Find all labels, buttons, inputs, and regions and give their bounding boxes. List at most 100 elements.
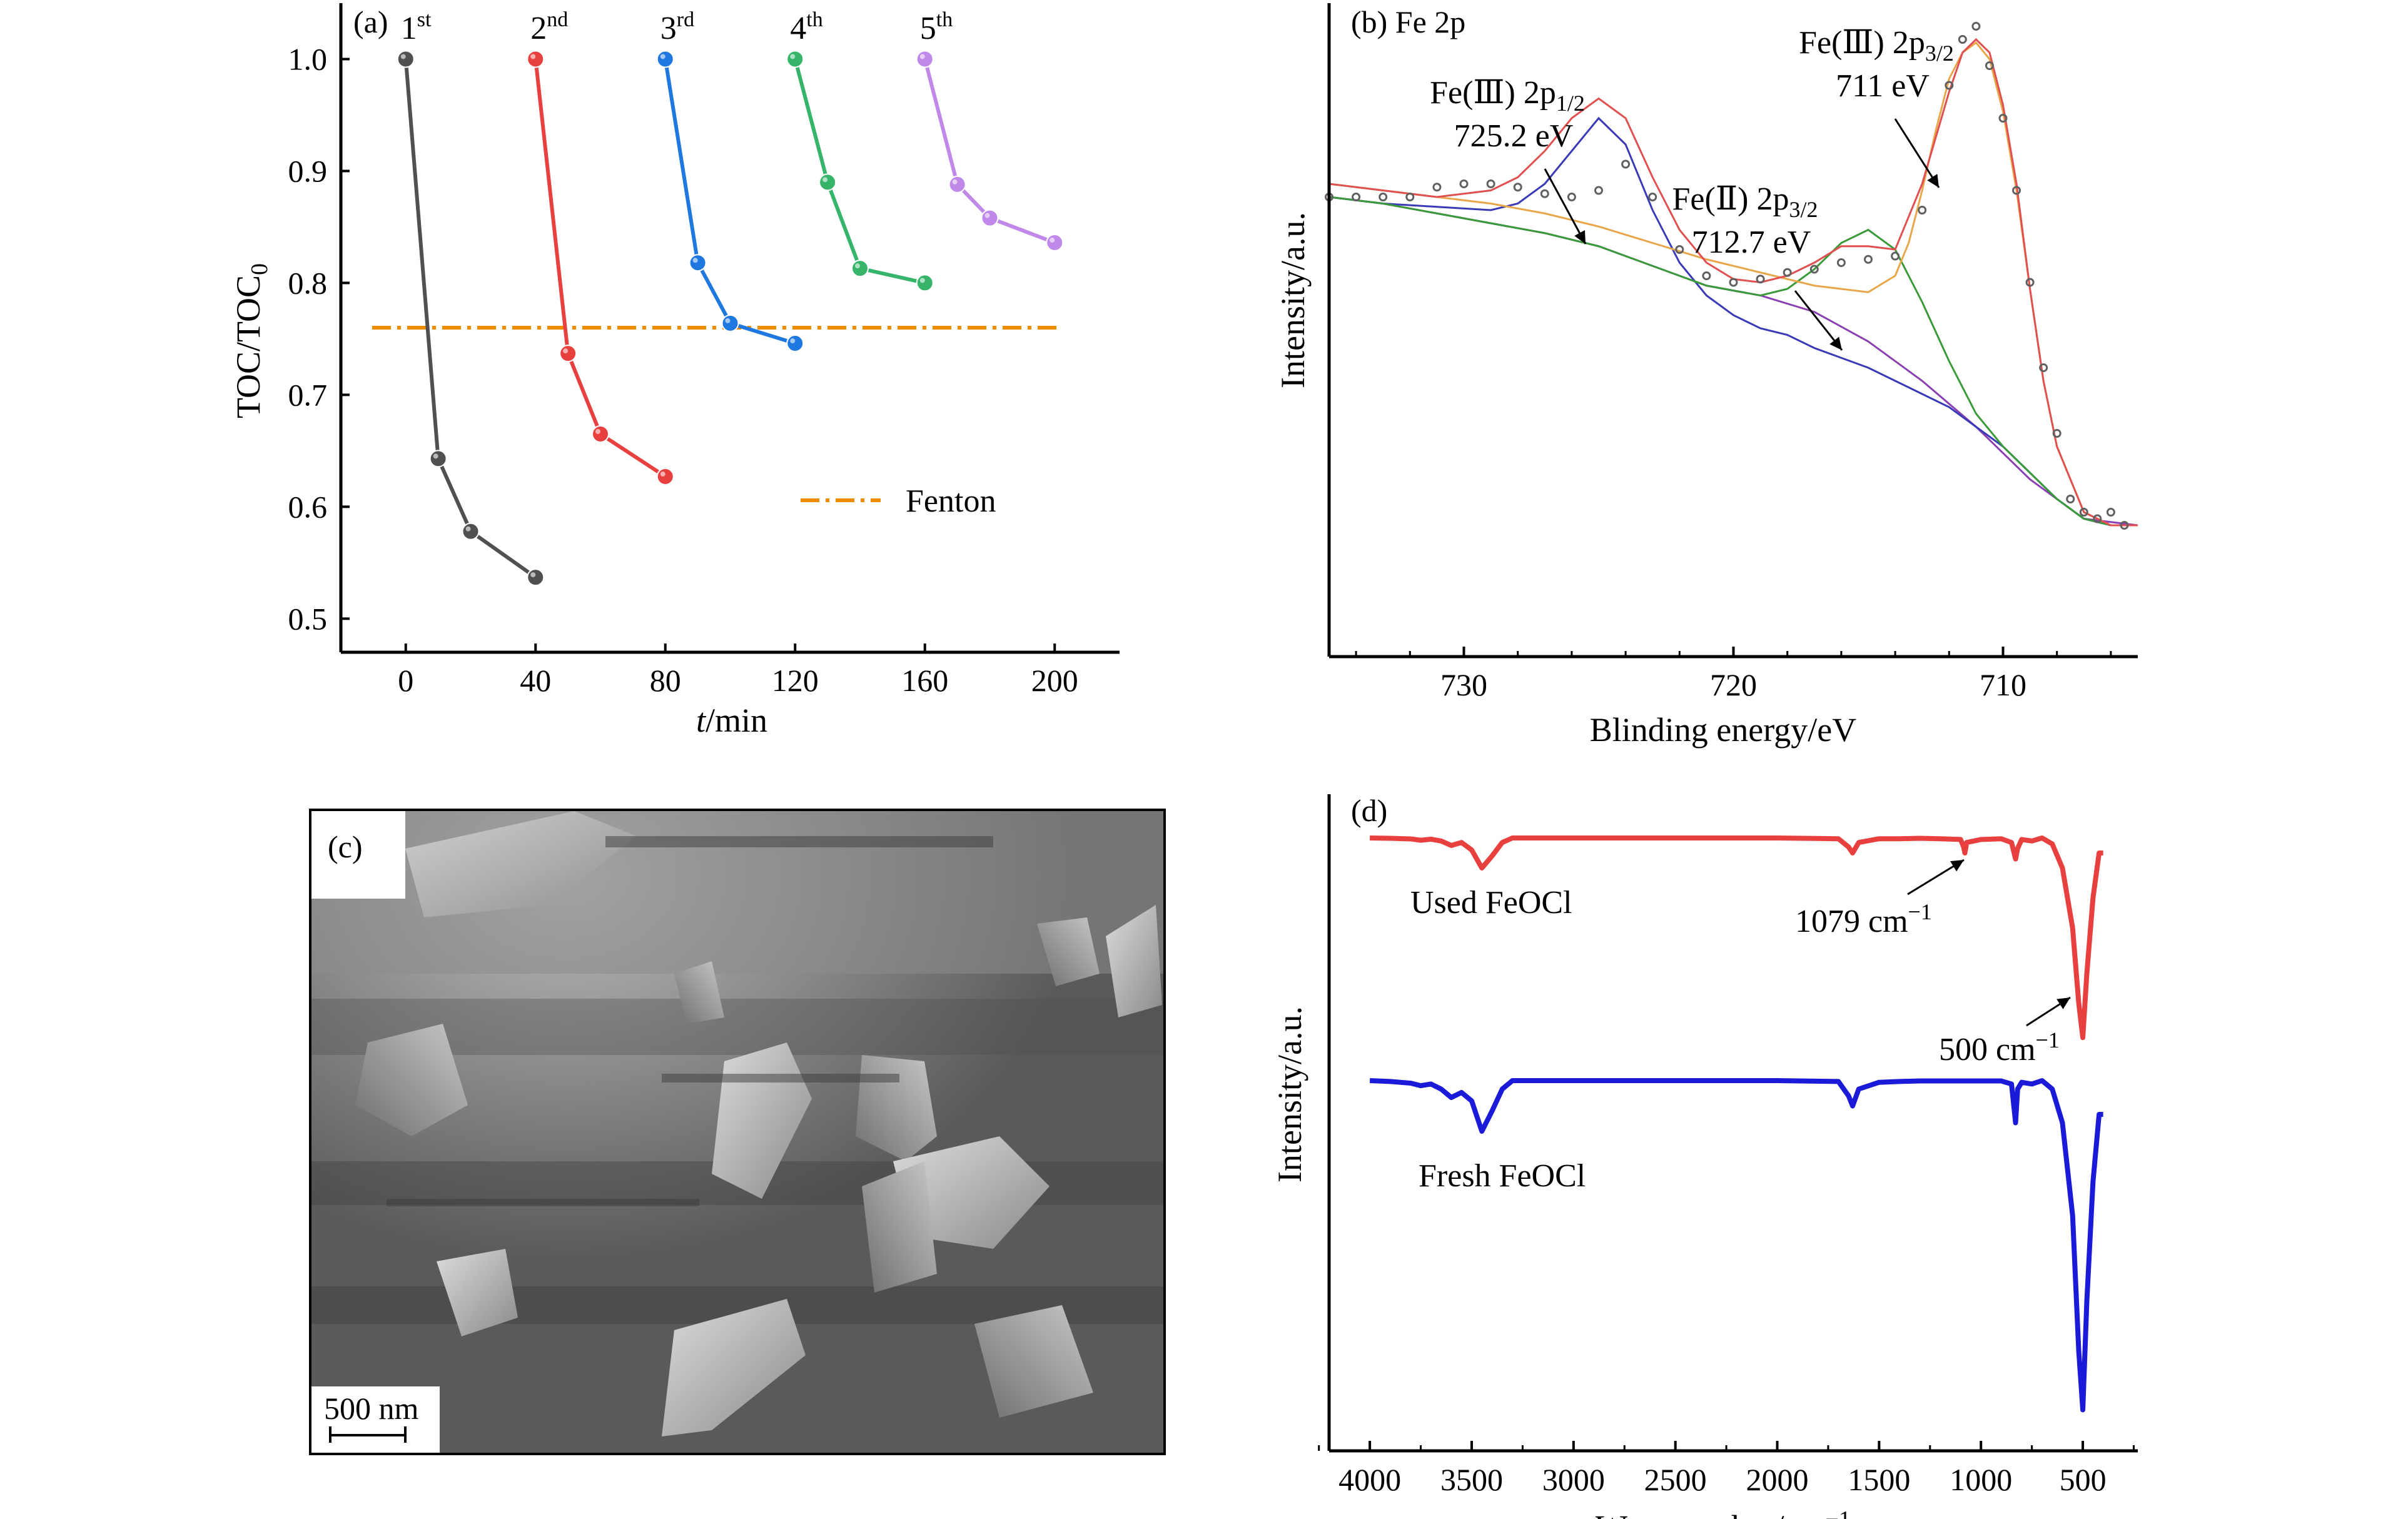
d-annotation-arrowhead bbox=[1950, 860, 1964, 872]
a-series-line-4th bbox=[793, 58, 926, 285]
b-curve-fit-envelope bbox=[1328, 38, 2138, 527]
b-annotation-energy: 712.7 eV bbox=[1692, 225, 1811, 260]
b-measured-point bbox=[1918, 206, 1927, 214]
a-point-3rd bbox=[721, 314, 739, 332]
a-xtick-label: 80 bbox=[650, 663, 681, 698]
d-xtick-label: 500 bbox=[2060, 1462, 2107, 1497]
a-point-3rd bbox=[786, 335, 804, 353]
panel-a-xlabel: t/min bbox=[696, 702, 767, 739]
panel-d-ftir-plot: 4000 3500 3000 2500 2000 1500 1000 500 (d) Used… bbox=[1271, 793, 2138, 1519]
a-point-highlight bbox=[660, 472, 665, 477]
d-xtick-label: 2000 bbox=[1746, 1462, 1809, 1497]
a-point-highlight bbox=[790, 54, 796, 59]
a-point-5th bbox=[916, 50, 934, 68]
a-point-highlight bbox=[400, 54, 406, 59]
a-point-highlight bbox=[1050, 237, 1055, 243]
a-point-highlight bbox=[595, 429, 600, 435]
panel-c-label: (c) bbox=[328, 829, 363, 864]
panel-d-ylabel: Intensity/a.u. bbox=[1271, 1006, 1308, 1183]
a-point-5th bbox=[981, 209, 999, 227]
b-measured-point bbox=[2025, 278, 2035, 287]
b-measured-point bbox=[1985, 61, 1994, 70]
b-annotation-arrowhead bbox=[1574, 230, 1586, 244]
a-point-5th bbox=[948, 175, 966, 193]
b-annotation-name: Fe(Ⅲ) 2p3/2 bbox=[1799, 25, 1954, 66]
b-measured-point bbox=[1567, 193, 1576, 201]
a-ytick-label: 0.5 bbox=[288, 601, 328, 636]
sem-texture bbox=[311, 811, 1163, 1453]
b-measured-point bbox=[1675, 245, 1684, 254]
d-series-label-fresh: Fresh FeOCl bbox=[1419, 1158, 1586, 1194]
a-point-2nd bbox=[527, 50, 545, 68]
a-point-1st bbox=[527, 568, 545, 587]
b-xtick-label: 720 bbox=[1710, 667, 1757, 702]
a-point-2nd bbox=[592, 425, 609, 443]
b-measured-point bbox=[1958, 35, 1967, 44]
b-measured-point bbox=[2079, 508, 2088, 517]
a-point-highlight bbox=[822, 177, 828, 183]
d-xtick-label: 3500 bbox=[1440, 1462, 1503, 1497]
b-xtick-label: 730 bbox=[1440, 667, 1487, 702]
d-series-line-fresh-feocl bbox=[1369, 1078, 2103, 1413]
a-run-label-4th: 4th bbox=[790, 8, 822, 46]
a-xtick-label: 200 bbox=[1031, 663, 1078, 698]
a-series-line-2nd bbox=[534, 59, 667, 478]
a-ytick-label: 0.8 bbox=[288, 265, 328, 300]
b-annotation-name: Fe(Ⅱ) 2p3/2 bbox=[1672, 181, 1818, 222]
a-point-highlight bbox=[919, 54, 925, 59]
sem-image: (c) 500 nm bbox=[309, 809, 1166, 1455]
b-annotation-arrow bbox=[1794, 290, 1843, 351]
a-run-label-3rd: 3rd bbox=[660, 8, 694, 46]
fenton-legend-label: Fenton bbox=[906, 483, 996, 519]
a-point-5th bbox=[1046, 233, 1064, 251]
d-xtick-label: 1500 bbox=[1848, 1462, 1910, 1497]
a-point-3rd bbox=[656, 50, 674, 68]
a-xtick-label: 160 bbox=[901, 663, 948, 698]
a-point-4th bbox=[819, 173, 837, 191]
a-point-4th bbox=[786, 50, 804, 68]
b-xtick-label: 710 bbox=[1980, 667, 2026, 702]
b-measured-point bbox=[2052, 429, 2061, 438]
a-point-highlight bbox=[465, 526, 471, 532]
b-annotation-arrowhead bbox=[1927, 174, 1939, 188]
a-point-3rd bbox=[689, 254, 707, 272]
a-point-1st bbox=[397, 50, 415, 68]
a-point-highlight bbox=[984, 213, 990, 218]
b-measured-point bbox=[1379, 193, 1388, 201]
d-series-line-used-feocl bbox=[1370, 835, 2103, 1041]
a-series-line-1st bbox=[403, 59, 537, 579]
a-point-highlight bbox=[660, 54, 665, 59]
a-point-4th bbox=[916, 274, 934, 292]
panel-a-label: (a) bbox=[353, 4, 388, 39]
a-point-1st bbox=[429, 450, 447, 468]
panel-d-xlabel: Wavenumber/cm−1 bbox=[1596, 1506, 1851, 1519]
d-xtick-label: 4000 bbox=[1338, 1462, 1401, 1497]
a-run-label-1st: 1st bbox=[401, 8, 432, 46]
a-point-highlight bbox=[433, 453, 438, 459]
sem-scale-bar-label: 500 nm bbox=[324, 1391, 419, 1426]
b-measured-point bbox=[1432, 183, 1442, 192]
a-point-1st bbox=[462, 522, 480, 540]
b-measured-point bbox=[1486, 179, 1495, 188]
d-xtick-label: 2500 bbox=[1644, 1462, 1707, 1497]
b-measured-point bbox=[2120, 521, 2129, 530]
d-annotation-arrowhead bbox=[2056, 997, 2070, 1009]
a-point-highlight bbox=[692, 258, 698, 263]
a-xtick-label: 120 bbox=[772, 663, 819, 698]
b-measured-point bbox=[1998, 114, 2008, 123]
a-xtick-label: 0 bbox=[398, 663, 413, 698]
fenton-legend: Fenton bbox=[801, 483, 996, 519]
b-measured-point bbox=[1513, 183, 1522, 192]
b-measured-point bbox=[1702, 271, 1711, 280]
panel-a-ylabel: TOC/TOC0 bbox=[230, 263, 273, 418]
b-measured-point bbox=[1783, 268, 1792, 277]
panel-b-ylabel: Intensity/a.u. bbox=[1274, 212, 1312, 388]
b-measured-point bbox=[1621, 159, 1631, 169]
b-annotation-name: Fe(Ⅲ) 2p1/2 bbox=[1430, 75, 1585, 116]
b-measured-point bbox=[1864, 255, 1873, 264]
b-measured-point bbox=[1756, 275, 1765, 284]
b-measured-point bbox=[2039, 363, 2048, 372]
a-point-highlight bbox=[790, 338, 796, 344]
